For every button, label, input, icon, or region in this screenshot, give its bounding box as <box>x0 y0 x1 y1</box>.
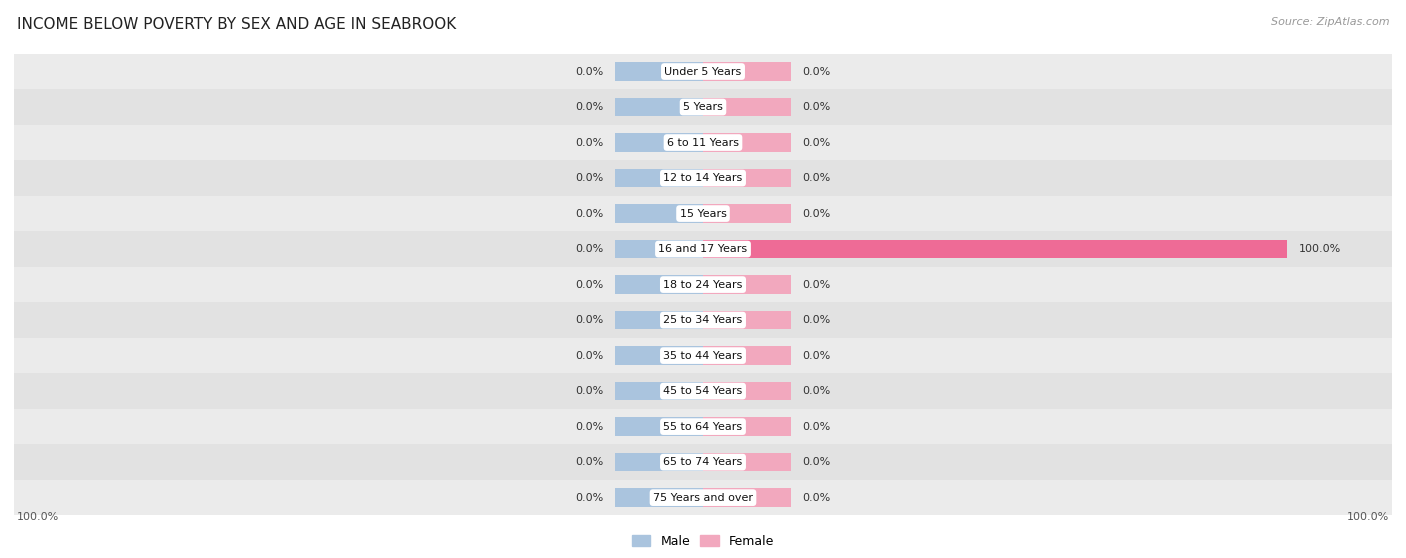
Text: 0.0%: 0.0% <box>575 386 603 396</box>
Text: 16 and 17 Years: 16 and 17 Years <box>658 244 748 254</box>
Text: 0.0%: 0.0% <box>803 315 831 325</box>
Bar <box>14 125 1392 160</box>
Bar <box>14 232 1392 267</box>
Bar <box>14 338 1392 373</box>
Text: 15 Years: 15 Years <box>679 209 727 219</box>
Bar <box>14 373 1392 409</box>
Bar <box>703 488 790 507</box>
Bar <box>616 275 703 294</box>
Bar <box>14 267 1392 302</box>
Bar <box>616 204 703 223</box>
Bar <box>703 98 790 116</box>
Text: 0.0%: 0.0% <box>803 102 831 112</box>
Text: 0.0%: 0.0% <box>575 280 603 290</box>
Text: 0.0%: 0.0% <box>575 493 603 503</box>
Text: Source: ZipAtlas.com: Source: ZipAtlas.com <box>1271 17 1389 27</box>
Bar <box>616 311 703 329</box>
Text: 0.0%: 0.0% <box>575 315 603 325</box>
Text: Under 5 Years: Under 5 Years <box>665 66 741 76</box>
Text: 18 to 24 Years: 18 to 24 Years <box>664 280 742 290</box>
Text: 100.0%: 100.0% <box>1347 512 1389 522</box>
Text: 0.0%: 0.0% <box>575 209 603 219</box>
Text: 65 to 74 Years: 65 to 74 Years <box>664 457 742 467</box>
Bar <box>616 453 703 472</box>
Bar <box>616 62 703 81</box>
Bar <box>703 62 790 81</box>
Bar <box>703 133 790 152</box>
Text: 0.0%: 0.0% <box>575 102 603 112</box>
Text: INCOME BELOW POVERTY BY SEX AND AGE IN SEABROOK: INCOME BELOW POVERTY BY SEX AND AGE IN S… <box>17 17 456 32</box>
Text: 0.0%: 0.0% <box>575 137 603 147</box>
Bar <box>616 169 703 187</box>
Text: 100.0%: 100.0% <box>1299 244 1341 254</box>
Text: 0.0%: 0.0% <box>575 457 603 467</box>
Bar <box>14 302 1392 338</box>
Text: 0.0%: 0.0% <box>803 137 831 147</box>
Text: 0.0%: 0.0% <box>803 457 831 467</box>
Text: 0.0%: 0.0% <box>803 66 831 76</box>
Legend: Male, Female: Male, Female <box>627 530 779 552</box>
Text: 0.0%: 0.0% <box>575 350 603 360</box>
Text: 0.0%: 0.0% <box>575 244 603 254</box>
Text: 0.0%: 0.0% <box>575 422 603 432</box>
Bar <box>703 204 790 223</box>
Text: 35 to 44 Years: 35 to 44 Years <box>664 350 742 360</box>
Bar <box>616 240 703 258</box>
Bar <box>616 98 703 116</box>
Bar <box>703 417 790 436</box>
Bar <box>14 444 1392 480</box>
Bar <box>616 133 703 152</box>
Text: 5 Years: 5 Years <box>683 102 723 112</box>
Bar <box>616 417 703 436</box>
Text: 45 to 54 Years: 45 to 54 Years <box>664 386 742 396</box>
Bar <box>14 480 1392 516</box>
Text: 0.0%: 0.0% <box>803 493 831 503</box>
Text: 12 to 14 Years: 12 to 14 Years <box>664 173 742 183</box>
Text: 75 Years and over: 75 Years and over <box>652 493 754 503</box>
Bar <box>616 347 703 365</box>
Text: 0.0%: 0.0% <box>803 422 831 432</box>
Text: 0.0%: 0.0% <box>575 173 603 183</box>
Text: 0.0%: 0.0% <box>803 209 831 219</box>
Bar <box>14 409 1392 444</box>
Bar <box>616 382 703 400</box>
Text: 55 to 64 Years: 55 to 64 Years <box>664 422 742 432</box>
Bar <box>703 169 790 187</box>
Bar <box>703 275 790 294</box>
Bar <box>703 453 790 472</box>
Text: 0.0%: 0.0% <box>803 386 831 396</box>
Text: 100.0%: 100.0% <box>17 512 59 522</box>
Bar <box>703 382 790 400</box>
Text: 6 to 11 Years: 6 to 11 Years <box>666 137 740 147</box>
Text: 0.0%: 0.0% <box>803 173 831 183</box>
Bar <box>14 54 1392 89</box>
Text: 0.0%: 0.0% <box>575 66 603 76</box>
Bar <box>14 160 1392 196</box>
Bar <box>703 311 790 329</box>
Bar <box>14 196 1392 232</box>
Bar <box>703 347 790 365</box>
Bar <box>616 488 703 507</box>
Text: 0.0%: 0.0% <box>803 350 831 360</box>
Bar <box>703 240 1286 258</box>
Text: 0.0%: 0.0% <box>803 280 831 290</box>
Bar <box>14 89 1392 125</box>
Text: 25 to 34 Years: 25 to 34 Years <box>664 315 742 325</box>
